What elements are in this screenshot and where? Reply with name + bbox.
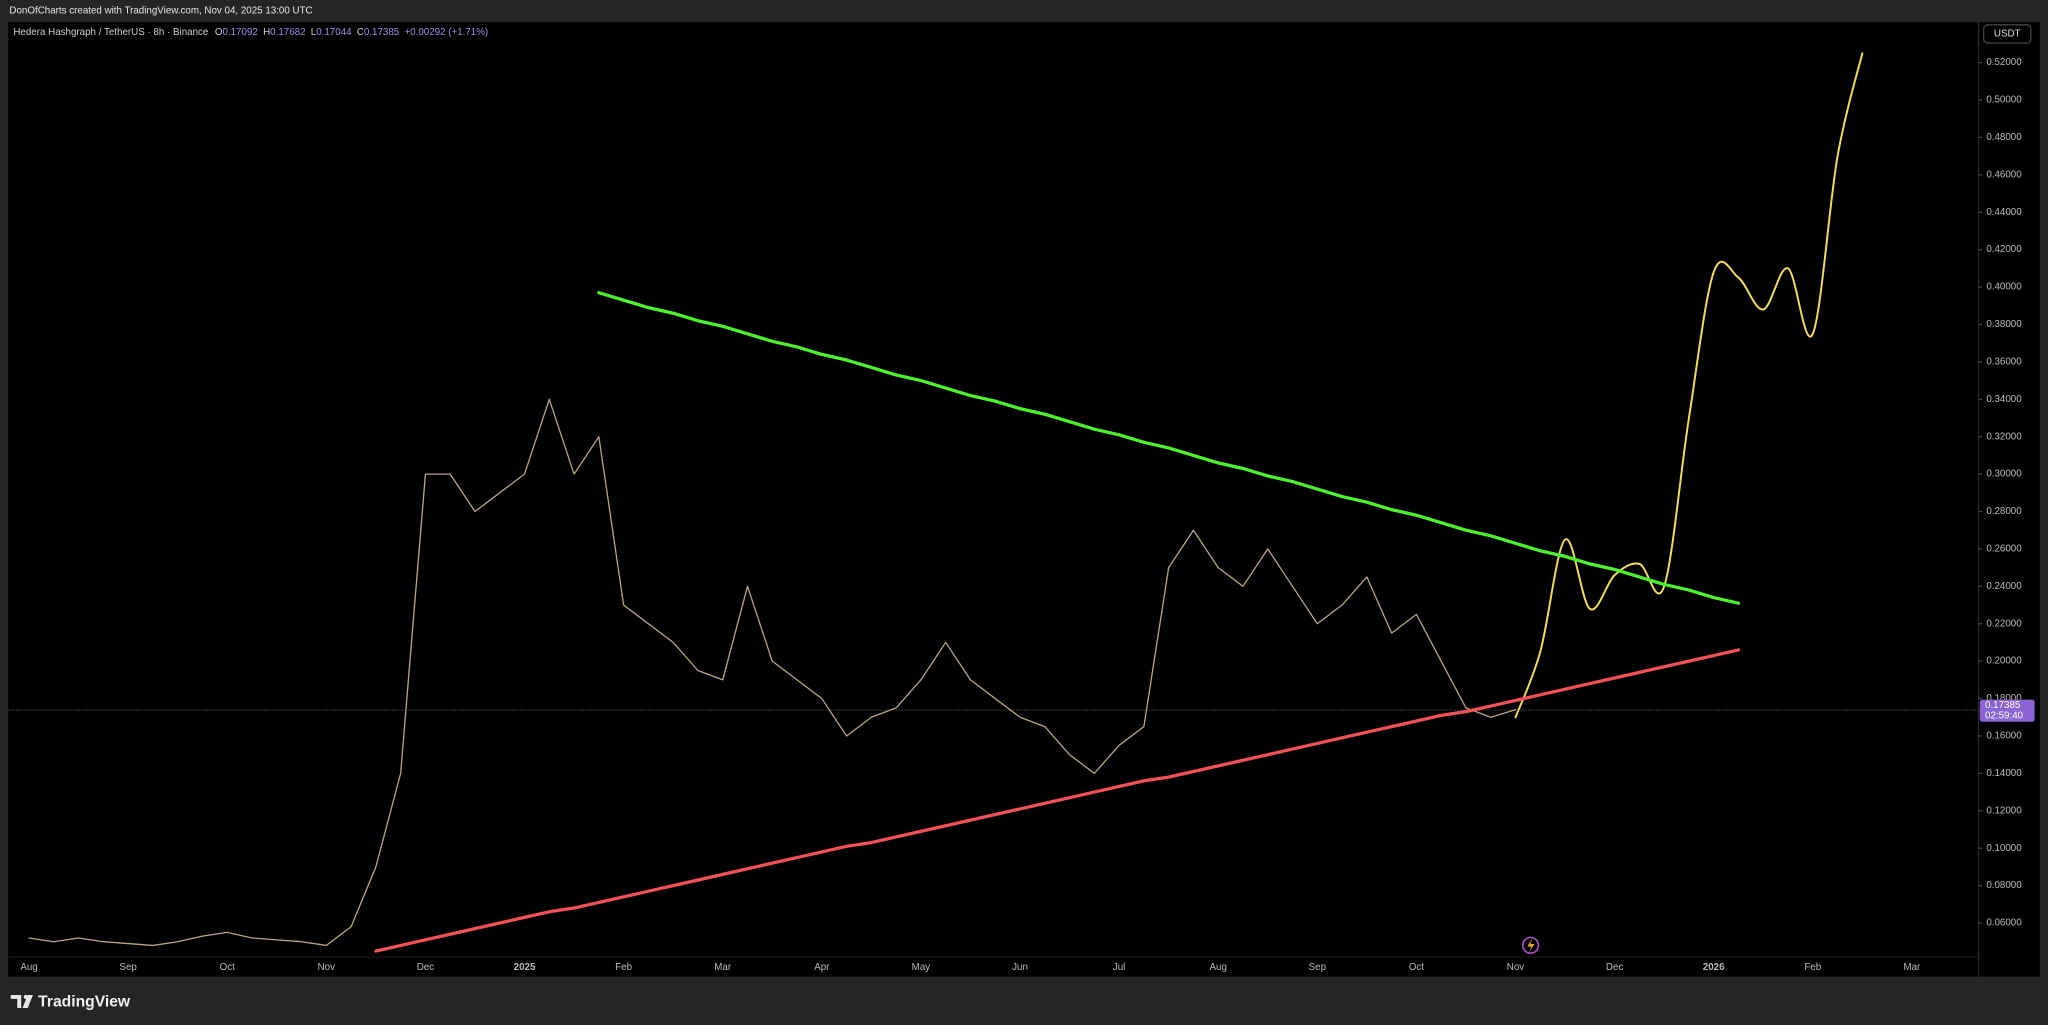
logo-dot (23, 994, 28, 1000)
y-tick-label: 0.36000 (1986, 356, 2022, 367)
y-tick-label: 0.16000 (1986, 731, 2022, 742)
x-tick-label: Mar (714, 962, 732, 973)
x-tick-label: Dec (1606, 962, 1624, 973)
y-tick-label: 0.34000 (1986, 394, 2022, 405)
x-tick-label: Aug (20, 962, 37, 973)
y-tick-label: 0.50000 (1986, 95, 2022, 106)
y-tick-label: 0.28000 (1986, 506, 2022, 517)
x-tick-label: 2025 (514, 962, 536, 973)
series-line (597, 291, 1741, 605)
events-bolt (1527, 938, 1535, 952)
symbol-title: Hedera Hashgraph / TetherUS · 8h · Binan… (13, 27, 208, 38)
y-tick-label: 0.08000 (1986, 880, 2022, 891)
currency[interactable]: USDT (1994, 29, 2021, 40)
y-tick-label: 0.52000 (1986, 57, 2022, 68)
x-tick-label: Apr (814, 962, 830, 973)
y-tick-label: 0.40000 (1986, 282, 2022, 293)
x-tick-label: Oct (1409, 962, 1424, 973)
y-tick-label: 0.12000 (1986, 805, 2022, 816)
currency-button[interactable] (1983, 24, 2032, 44)
events-icon[interactable] (1522, 936, 1540, 954)
y-tick-label: 0.10000 (1986, 843, 2022, 854)
y-tick-label: 0.24000 (1986, 581, 2022, 592)
countdown: 02:59:40 (1985, 711, 2024, 722)
symbol-legend: Hedera Hashgraph / TetherUS · 8h · Binan… (13, 27, 488, 38)
y-tick-label: 0.46000 (1986, 169, 2022, 180)
last-price-tag (1979, 699, 2035, 722)
y-tick-label: 0.42000 (1986, 244, 2022, 255)
chart-pane (8, 22, 2040, 977)
ohlc-value: 0.17682 (270, 27, 305, 38)
series-line (1514, 52, 1864, 719)
x-tick-label: Mar (1903, 962, 1921, 973)
y-tick-label: 0.20000 (1986, 656, 2022, 667)
x-tick-label: May (912, 962, 931, 973)
ohlc-label: C (357, 27, 364, 38)
last-price: 0.17385 (1985, 700, 2021, 711)
y-tick-label: 0.22000 (1986, 618, 2022, 629)
credit: DonOfCharts created with TradingView.com… (9, 6, 312, 17)
x-tick-label: Feb (615, 962, 632, 973)
x-tick-label: 2026 (1703, 962, 1725, 973)
x-tick-label: Aug (1210, 962, 1227, 973)
brand-logo: TradingView (10, 993, 131, 1010)
ohlc-value: 0.17044 (316, 27, 352, 38)
x-tick-label: Oct (220, 962, 235, 973)
logo-mark (10, 994, 33, 1009)
brand-name: TradingView (38, 993, 131, 1010)
x-tick-label: Nov (1507, 962, 1525, 973)
x-tick-label: Jul (1113, 962, 1126, 973)
y-tick-label: 0.44000 (1986, 207, 2022, 218)
ohlc-label: O (215, 27, 223, 38)
y-tick-label: 0.18000 (1986, 693, 2022, 704)
x-tick-label: Nov (318, 962, 336, 973)
series-line (28, 398, 1517, 947)
y-tick-label: 0.32000 (1986, 431, 2022, 442)
ohlc-value: 0.17385 (364, 27, 400, 38)
x-tick-label: Sep (119, 962, 137, 973)
ohlc-label: L (311, 27, 317, 38)
y-tick-label: 0.06000 (1986, 918, 2022, 929)
change: +0.00292 (+1.71%) (404, 27, 488, 38)
y-tick-label: 0.48000 (1986, 132, 2022, 143)
x-tick-label: Sep (1309, 962, 1327, 973)
series-line (374, 648, 1741, 953)
y-tick-label: 0.30000 (1986, 469, 2022, 480)
ohlc-value: 0.17092 (223, 27, 258, 38)
x-tick-label: Dec (417, 962, 435, 973)
y-tick-label: 0.14000 (1986, 768, 2022, 779)
y-tick-label: 0.26000 (1986, 544, 2022, 555)
x-tick-label: Feb (1804, 962, 1821, 973)
ohlc-label: H (263, 27, 270, 38)
y-tick-label: 0.38000 (1986, 319, 2022, 330)
x-tick-label: Jun (1012, 962, 1028, 973)
